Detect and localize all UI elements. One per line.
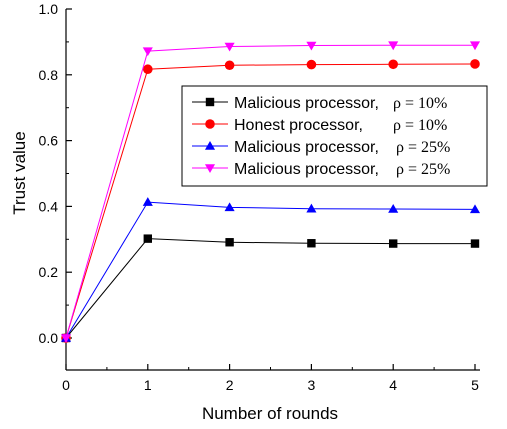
data-point [306, 59, 317, 70]
data-point [470, 59, 480, 69]
x-tick-label: 1 [144, 377, 152, 393]
data-point [307, 239, 316, 248]
data-point [142, 197, 153, 206]
x-tick-label: 2 [226, 377, 234, 393]
legend-label: Malicious processor, [234, 139, 379, 156]
series-line [65, 63, 476, 339]
series-line [65, 44, 475, 339]
x-axis-title: Number of rounds [202, 404, 338, 423]
series-3 [60, 197, 481, 342]
data-point [224, 42, 235, 52]
data-point [470, 239, 480, 248]
legend-rho-label: ρ = 25% [396, 161, 450, 178]
legend-entry-4: Malicious processor, ρ = 25% [192, 161, 450, 178]
y-tick-label: 0.4 [39, 198, 59, 214]
y-tick-label: 1.0 [39, 1, 59, 17]
data-point [225, 238, 234, 247]
legend-label: Malicious processor, [234, 161, 379, 178]
data-point [143, 234, 152, 243]
data-point [388, 59, 399, 70]
data-point [306, 41, 317, 51]
axes: 0.0 0.2 0.4 0.6 0.8 1.0 0 1 2 3 4 5 [39, 1, 480, 393]
data-point [205, 119, 215, 129]
data-point [143, 64, 153, 75]
legend-rho-label: ρ = 10% [393, 95, 447, 112]
legend-entry-3: Malicious processor, ρ = 25% [192, 139, 450, 156]
data-point [142, 47, 153, 57]
data-point [389, 239, 398, 248]
y-tick-label: 0.8 [39, 67, 59, 83]
y-tick-label: 0.0 [39, 330, 59, 346]
y-tick-label: 0.6 [39, 133, 59, 149]
x-tick-label: 3 [308, 377, 316, 393]
series-line [65, 201, 476, 339]
x-tick-label: 4 [389, 377, 397, 393]
x-tick-label: 5 [471, 377, 479, 393]
series-line [65, 238, 475, 339]
data-point [204, 164, 216, 174]
data-point [205, 97, 215, 107]
legend-rho-label: ρ = 25% [396, 139, 450, 156]
legend: Malicious processor, ρ = 10%Honest proces… [181, 85, 488, 187]
data-point [469, 41, 481, 51]
legend-box [181, 85, 488, 187]
y-tick-label: 0.2 [39, 264, 59, 280]
legend-entry-2: Honest processor, ρ = 10% [192, 117, 447, 134]
legend-label: Honest processor, [234, 117, 363, 134]
series-layer [60, 41, 481, 344]
data-point [224, 202, 235, 212]
legend-rho-label: ρ = 10% [393, 117, 447, 134]
y-axis-title: Trust value [10, 131, 29, 214]
data-point [469, 204, 481, 214]
data-point [306, 203, 317, 213]
data-point [204, 140, 216, 150]
data-point [388, 203, 399, 213]
data-point [60, 334, 72, 344]
series-1 [61, 234, 480, 343]
data-point [224, 60, 235, 71]
legend-label: Malicious processor, [234, 95, 379, 112]
x-tick-label: 0 [62, 377, 70, 393]
series-4 [60, 41, 481, 344]
data-point [388, 41, 399, 51]
legend-entry-1: Malicious processor, ρ = 10% [192, 95, 447, 112]
